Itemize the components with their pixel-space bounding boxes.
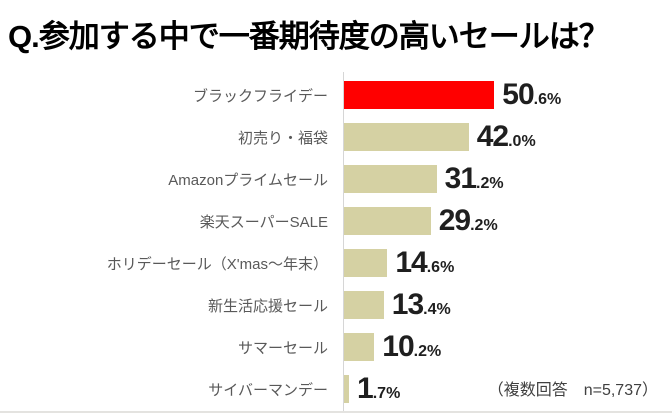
- category-label: 楽天スーパーSALE: [199, 213, 328, 231]
- chart-row: ブラックフライデー 50.6%: [0, 74, 672, 116]
- value-decimal: .2%: [413, 343, 442, 360]
- value-label: 10.2%: [382, 332, 441, 362]
- bar-track: 29.2%: [344, 200, 672, 242]
- value-label: 13.4%: [392, 290, 451, 320]
- bar: [344, 291, 384, 319]
- bar: [344, 333, 375, 361]
- value-integer: 29: [438, 204, 471, 237]
- category-label: サイバーマンデー: [208, 381, 328, 399]
- category-label: Amazonプライムセール: [168, 171, 328, 189]
- chart-row: ホリデーセール（X'mas～年末） 14.6%: [0, 242, 672, 284]
- category-label: 新生活応援セール: [207, 297, 328, 315]
- bar: [344, 249, 388, 277]
- category-label: ホリデーセール（X'mas～年末）: [106, 255, 328, 273]
- value-integer: 13: [391, 288, 424, 321]
- value-decimal: .0%: [508, 133, 536, 150]
- value-decimal: .7%: [372, 385, 401, 402]
- bar-track: 31.2%: [344, 158, 672, 200]
- bar: [344, 207, 431, 235]
- value-label: 1.7%: [357, 374, 400, 404]
- chart-row: Amazonプライムセール 31.2%: [0, 158, 672, 200]
- value-integer: 42: [476, 120, 509, 153]
- bar-track: 14.6%: [344, 242, 672, 284]
- bar: [344, 123, 469, 151]
- value-decimal: .2%: [470, 217, 498, 234]
- value-integer: 1: [357, 372, 374, 405]
- bottom-crop-edge: [0, 411, 672, 413]
- chart-title: Q.参加する中で一番期待度の高いセールは？: [8, 19, 610, 54]
- bar-track: 13.4%: [344, 284, 672, 326]
- category-label: 初売り・福袋: [237, 129, 328, 147]
- bar: [344, 375, 350, 403]
- value-decimal: .6%: [426, 259, 455, 276]
- chart-row: 新生活応援セール 13.4%: [0, 284, 672, 326]
- bar-track: 1.7%: [344, 368, 672, 410]
- value-integer: 50: [502, 78, 534, 111]
- value-label: 42.0%: [477, 122, 536, 152]
- value-decimal: .4%: [423, 301, 451, 318]
- bar-track: 42.0%: [344, 116, 672, 158]
- bar-track: 10.2%: [344, 326, 672, 368]
- bar-track: 50.6%: [344, 74, 672, 116]
- sample-size-note: （複数回答 n=5,737）: [487, 382, 658, 399]
- value-integer: 10: [382, 330, 414, 363]
- category-label: ブラックフライデー: [192, 87, 328, 105]
- value-integer: 31: [444, 162, 477, 195]
- bar: [344, 81, 495, 109]
- chart-rows: ブラックフライデー 50.6% 初売り・福袋 42.0% Amazonプライムセール 31…: [0, 74, 672, 410]
- chart-row: サマーセール 10.2%: [0, 326, 672, 368]
- value-integer: 14: [395, 246, 427, 279]
- value-decimal: .2%: [476, 175, 504, 192]
- y-axis-line: [343, 72, 344, 412]
- value-label: 31.2%: [445, 164, 504, 194]
- value-label: 14.6%: [395, 248, 454, 278]
- value-decimal: .6%: [533, 91, 562, 108]
- chart-row: 楽天スーパーSALE 29.2%: [0, 200, 672, 242]
- bar: [344, 165, 437, 193]
- chart-row: サイバーマンデー 1.7%: [0, 368, 672, 410]
- category-label: サマーセール: [237, 339, 328, 357]
- value-label: 29.2%: [439, 206, 498, 236]
- chart-row: 初売り・福袋 42.0%: [0, 116, 672, 158]
- value-label: 50.6%: [502, 80, 561, 110]
